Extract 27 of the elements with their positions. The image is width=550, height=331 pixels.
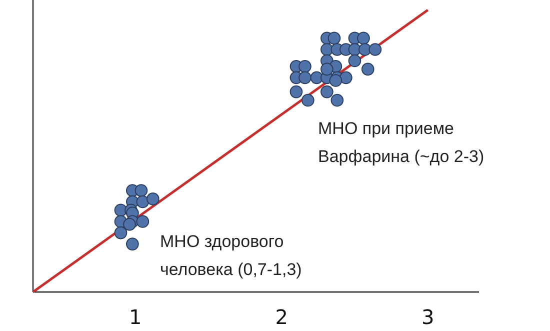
point (136, 195, 150, 208)
point (123, 218, 136, 231)
point (298, 60, 312, 73)
point (126, 238, 139, 250)
point (357, 32, 370, 45)
point (320, 62, 334, 76)
point (361, 62, 374, 76)
point (134, 184, 148, 197)
point (146, 192, 160, 206)
point (358, 43, 372, 56)
point (328, 32, 341, 45)
annotation: МНО здорового человека (0,7-1,3) (160, 232, 302, 279)
point (290, 85, 303, 98)
x-tick-label: 1 (128, 305, 142, 329)
point (330, 94, 344, 107)
point (298, 71, 312, 84)
x-tick-label: 2 (275, 305, 288, 329)
point (320, 85, 334, 98)
point (348, 54, 362, 68)
point (301, 94, 314, 107)
annotation: МНО при приеме Варфарина (~до 2-3) (318, 119, 484, 166)
point (340, 71, 352, 84)
x-tick-label: 3 (421, 305, 434, 329)
point (136, 215, 150, 228)
point (114, 226, 128, 240)
point (368, 43, 382, 56)
point (329, 74, 342, 87)
